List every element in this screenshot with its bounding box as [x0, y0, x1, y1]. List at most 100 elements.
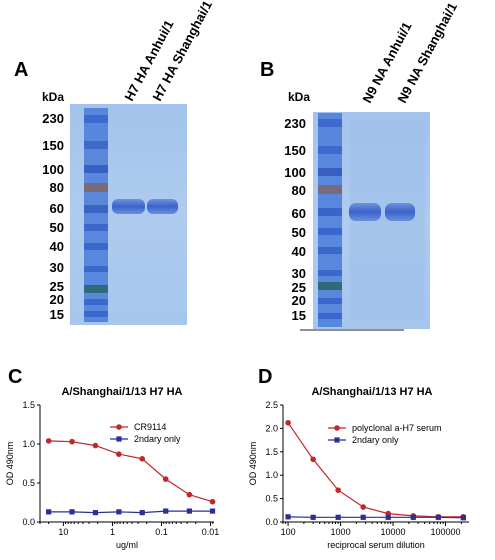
data-point	[360, 514, 366, 520]
panel-a-gel	[70, 104, 187, 325]
mw-label: 30	[50, 260, 64, 275]
y-tick-label: 0.5	[265, 494, 278, 504]
data-point	[209, 508, 216, 514]
mw-label: 50	[50, 220, 64, 235]
y-tick-label: 1.5	[265, 447, 278, 457]
panel-a-letter: A	[14, 59, 28, 81]
ladder-band	[84, 266, 108, 272]
panel-c-letter: C	[8, 366, 22, 388]
chart-c: A/Shanghai/1/13 H7 HA 0.0 0.5 1.0 1.5 10 1 0.1 0…	[5, 386, 219, 550]
y-tick-label: 1.5	[22, 400, 35, 410]
mw-label: 40	[292, 244, 306, 259]
ladder-band	[318, 208, 342, 216]
data-point	[435, 514, 441, 520]
series-line	[48, 440, 213, 503]
data-point	[410, 514, 416, 520]
y-axis-label: OD 490nm	[248, 442, 258, 486]
panel-b-mw-markers: 230 150 100 80 60 50 40 30 25 20 15	[284, 116, 306, 323]
data-point	[209, 498, 216, 505]
data-point	[460, 515, 466, 521]
mw-label: 60	[292, 206, 306, 221]
ladder-band-marker	[318, 282, 342, 290]
series-line	[288, 516, 464, 519]
data-point	[92, 442, 99, 449]
chart-title: A/Shanghai/1/13 H7 HA	[61, 386, 182, 398]
ladder-band	[318, 168, 342, 176]
ladder-band-marker	[84, 285, 108, 293]
mw-label: 25	[50, 279, 64, 294]
ladder-band	[318, 146, 342, 154]
ladder-band	[318, 228, 342, 235]
ladder-band	[84, 205, 108, 213]
x-tick-label: 1	[110, 527, 115, 537]
x-tick-label: 100	[281, 527, 296, 537]
data-point	[335, 487, 341, 493]
panel-a-kda-label: kDa	[42, 90, 64, 104]
mw-label: 40	[50, 239, 64, 254]
data-point	[310, 456, 316, 463]
data-point	[46, 509, 52, 515]
protein-band-n9-shanghai	[385, 203, 415, 221]
legend-label: CR9114	[134, 422, 166, 432]
y-tick-label: 0.0	[22, 517, 35, 527]
mw-label: 30	[292, 266, 306, 281]
ladder-band	[318, 270, 342, 276]
mw-label: 25	[292, 280, 306, 295]
data-point	[116, 451, 122, 457]
mw-label: 150	[42, 138, 64, 153]
data-point	[162, 476, 169, 482]
protein-band-h7-shanghai	[147, 199, 178, 214]
y-tick-label: 1.0	[265, 470, 278, 480]
data-point	[163, 508, 169, 514]
legend-label: polyclonal a-H7 serum	[352, 423, 442, 433]
data-point	[139, 456, 146, 462]
ladder-band	[84, 243, 108, 250]
ladder-band	[318, 247, 342, 254]
panel-a: A kDa 230 150 100 80	[14, 0, 215, 325]
data-point	[92, 510, 99, 516]
y-tick-label: 1.0	[22, 439, 35, 449]
y-tick-label: 0.0	[265, 517, 278, 527]
y-axis-label: OD 490nm	[5, 442, 15, 486]
data-point	[285, 419, 291, 426]
x-tick-label: 0.01	[202, 527, 220, 537]
data-point	[186, 508, 192, 514]
mw-label: 15	[50, 307, 64, 322]
data-point	[69, 438, 75, 445]
mw-label: 15	[292, 308, 306, 323]
data-point	[139, 510, 145, 516]
ladder-band	[318, 298, 342, 304]
ladder-band	[84, 311, 108, 317]
legend-marker	[334, 437, 340, 443]
x-tick-label: 100000	[431, 527, 461, 537]
ladder-band	[84, 115, 108, 123]
panel-d: D A/Shanghai/1/13 H7 HA 0.0 0.5 1.0 1.5 2.0 2.…	[248, 366, 469, 550]
lane-label: N9 NA Shanghai/1	[394, 0, 460, 105]
y-tick-label: 0.5	[22, 478, 35, 488]
mw-label: 100	[284, 165, 306, 180]
legend-marker	[116, 424, 122, 430]
mw-label: 100	[42, 162, 64, 177]
mw-label: 80	[292, 183, 306, 198]
data-point	[69, 509, 75, 515]
mw-label: 50	[292, 225, 306, 240]
data-point	[116, 509, 122, 515]
mw-label: 150	[284, 143, 306, 158]
mw-label: 80	[50, 180, 64, 195]
data-point	[285, 514, 291, 520]
data-point	[385, 514, 391, 520]
x-tick-label: 1000	[331, 527, 351, 537]
mw-label: 60	[50, 201, 64, 216]
mw-label: 230	[42, 111, 64, 126]
ladder-band-marker	[84, 183, 108, 192]
panel-b-kda-label: kDa	[288, 90, 310, 104]
y-tick-label: 2.5	[265, 400, 278, 410]
x-axis-label: reciprocal serum dilution	[327, 540, 425, 550]
ladder-lane	[318, 113, 342, 327]
data-point	[310, 514, 316, 520]
ladder-band	[318, 119, 342, 127]
mw-label: 20	[292, 293, 306, 308]
x-tick-label: 10000	[381, 527, 406, 537]
chart-title: A/Shanghai/1/13 H7 HA	[311, 386, 432, 398]
